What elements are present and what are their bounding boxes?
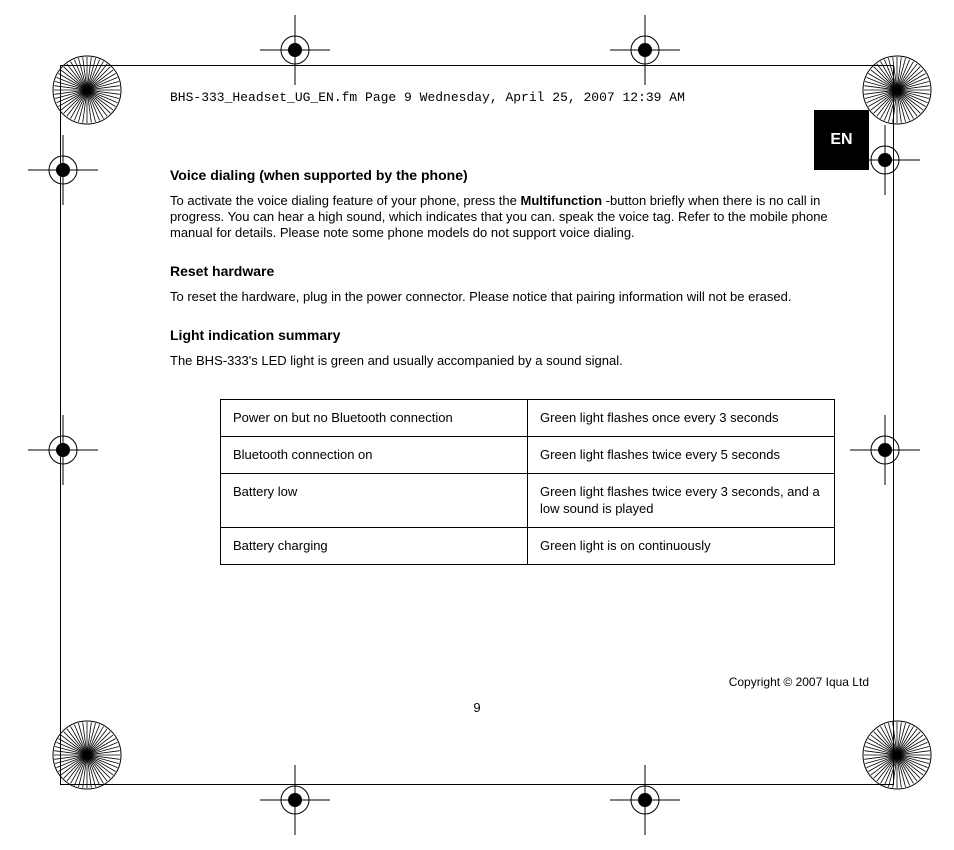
table-cell: Green light is on continuously — [528, 527, 835, 564]
body-content: Voice dialing (when supported by the pho… — [170, 167, 869, 565]
table-cell: Power on but no Bluetooth connection — [221, 399, 528, 436]
voice-text-pre: To activate the voice dialing feature of… — [170, 193, 521, 208]
table-row: Battery lowGreen light flashes twice eve… — [221, 474, 835, 528]
table-cell: Green light flashes once every 3 seconds — [528, 399, 835, 436]
section-body-voice: To activate the voice dialing feature of… — [170, 193, 869, 242]
voice-text-bold: Multifunction — [521, 193, 603, 208]
registration-star-icon — [862, 720, 932, 790]
table-row: Power on but no Bluetooth connectionGree… — [221, 399, 835, 436]
table-cell: Green light flashes twice every 3 second… — [528, 474, 835, 528]
table-cell: Battery charging — [221, 527, 528, 564]
table-cell: Bluetooth connection on — [221, 437, 528, 474]
table-cell: Green light flashes twice every 5 second… — [528, 437, 835, 474]
registration-target-icon — [260, 15, 330, 85]
table-row: Bluetooth connection onGreen light flash… — [221, 437, 835, 474]
section-body-light: The BHS-333's LED light is green and usu… — [170, 353, 869, 369]
registration-target-icon — [610, 15, 680, 85]
registration-star-icon — [52, 720, 122, 790]
registration-star-icon — [862, 55, 932, 125]
registration-star-icon — [52, 55, 122, 125]
section-body-reset: To reset the hardware, plug in the power… — [170, 289, 869, 305]
page: BHS-333_Headset_UG_EN.fm Page 9 Wednesda… — [0, 0, 954, 850]
table-cell: Battery low — [221, 474, 528, 528]
page-number: 9 — [0, 700, 954, 715]
led-indication-table: Power on but no Bluetooth connectionGree… — [220, 399, 835, 565]
section-title-reset: Reset hardware — [170, 263, 869, 281]
section-title-light: Light indication summary — [170, 327, 869, 345]
registration-target-icon — [28, 415, 98, 485]
print-header: BHS-333_Headset_UG_EN.fm Page 9 Wednesda… — [170, 90, 685, 105]
registration-target-icon — [28, 135, 98, 205]
table-row: Battery chargingGreen light is on contin… — [221, 527, 835, 564]
registration-target-icon — [610, 765, 680, 835]
language-badge: EN — [814, 110, 869, 170]
section-title-voice: Voice dialing (when supported by the pho… — [170, 167, 869, 185]
registration-target-icon — [260, 765, 330, 835]
copyright-text: Copyright © 2007 Iqua Ltd — [729, 675, 869, 689]
